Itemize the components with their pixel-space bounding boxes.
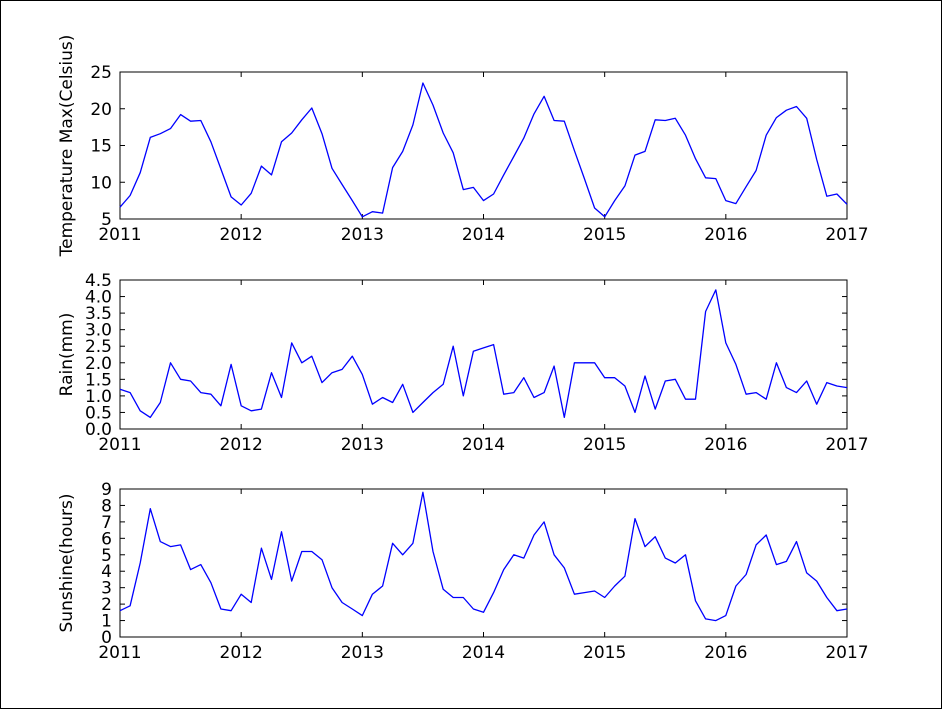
sunshine-x-tick-label: 2015 bbox=[583, 643, 626, 663]
temperature-y-tick-label: 15 bbox=[90, 137, 112, 157]
sunshine-y-tick-label: 9 bbox=[101, 480, 112, 500]
sunshine-x-tick-label: 2012 bbox=[220, 643, 263, 663]
sunshine-y-tick-label: 5 bbox=[101, 546, 112, 566]
sunshine-plot-area bbox=[119, 488, 848, 638]
temperature-y-tick-label: 25 bbox=[90, 63, 112, 83]
rain-x-tick-label: 2013 bbox=[341, 435, 384, 455]
temperature-x-tick-label: 2015 bbox=[583, 225, 626, 245]
sunshine-y-tick-label: 2 bbox=[101, 595, 112, 615]
sunshine-y-tick-label: 1 bbox=[101, 612, 112, 632]
rain-x-tick-label: 2014 bbox=[462, 435, 505, 455]
rain-y-tick-label: 1.5 bbox=[85, 370, 112, 390]
temperature-plot-area bbox=[119, 71, 848, 220]
temperature-y-tick-label: 20 bbox=[90, 100, 112, 120]
sunshine-y-tick-label: 3 bbox=[101, 579, 112, 599]
temperature-x-tick-label: 2011 bbox=[98, 225, 141, 245]
rain-y-tick-label: 0.0 bbox=[85, 420, 112, 440]
sunshine-y-tick-label: 7 bbox=[101, 513, 112, 533]
rain-y-tick-label: 4.0 bbox=[85, 288, 112, 308]
sunshine-x-tick-label: 2014 bbox=[462, 643, 505, 663]
sunshine-x-tick-label: 2017 bbox=[825, 643, 868, 663]
temperature-y-axis-label: Temperature Max(Celsius) bbox=[57, 35, 77, 258]
rain-x-tick-label: 2016 bbox=[704, 435, 747, 455]
rain-y-tick-label: 0.5 bbox=[85, 403, 112, 423]
sunshine-y-tick-label: 6 bbox=[101, 529, 112, 549]
rain-plot-area bbox=[119, 279, 848, 430]
rain-y-tick-label: 3.5 bbox=[85, 304, 112, 324]
temperature-x-tick-label: 2013 bbox=[341, 225, 384, 245]
temperature-y-tick-label: 10 bbox=[90, 173, 112, 193]
sunshine-y-tick-label: 8 bbox=[101, 496, 112, 516]
temperature-x-tick-label: 2012 bbox=[220, 225, 263, 245]
temperature-x-tick-label: 2014 bbox=[462, 225, 505, 245]
sunshine-x-tick-label: 2013 bbox=[341, 643, 384, 663]
sunshine-x-tick-label: 2016 bbox=[704, 643, 747, 663]
temperature-x-tick-label: 2017 bbox=[825, 225, 868, 245]
sunshine-y-tick-label: 0 bbox=[101, 628, 112, 648]
rain-x-tick-label: 2017 bbox=[825, 435, 868, 455]
rain-x-tick-label: 2015 bbox=[583, 435, 626, 455]
temperature-y-tick-label: 5 bbox=[101, 210, 112, 230]
rain-y-axis-label: Rain(mm) bbox=[57, 313, 77, 397]
rain-x-tick-label: 2012 bbox=[220, 435, 263, 455]
rain-y-tick-label: 2.5 bbox=[85, 337, 112, 357]
sunshine-y-axis-label: Sunshine(hours) bbox=[57, 494, 77, 633]
rain-y-tick-label: 2.0 bbox=[85, 354, 112, 374]
temperature-x-tick-label: 2016 bbox=[704, 225, 747, 245]
temperature-series-line bbox=[119, 82, 848, 218]
rain-series-line bbox=[119, 289, 848, 419]
sunshine-x-tick-label: 2011 bbox=[98, 643, 141, 663]
rain-y-tick-label: 4.5 bbox=[85, 271, 112, 291]
sunshine-series-line bbox=[119, 491, 848, 622]
rain-x-tick-label: 2011 bbox=[98, 435, 141, 455]
sunshine-y-tick-label: 4 bbox=[101, 562, 112, 582]
rain-y-tick-label: 3.0 bbox=[85, 321, 112, 341]
rain-y-tick-label: 1.0 bbox=[85, 387, 112, 407]
